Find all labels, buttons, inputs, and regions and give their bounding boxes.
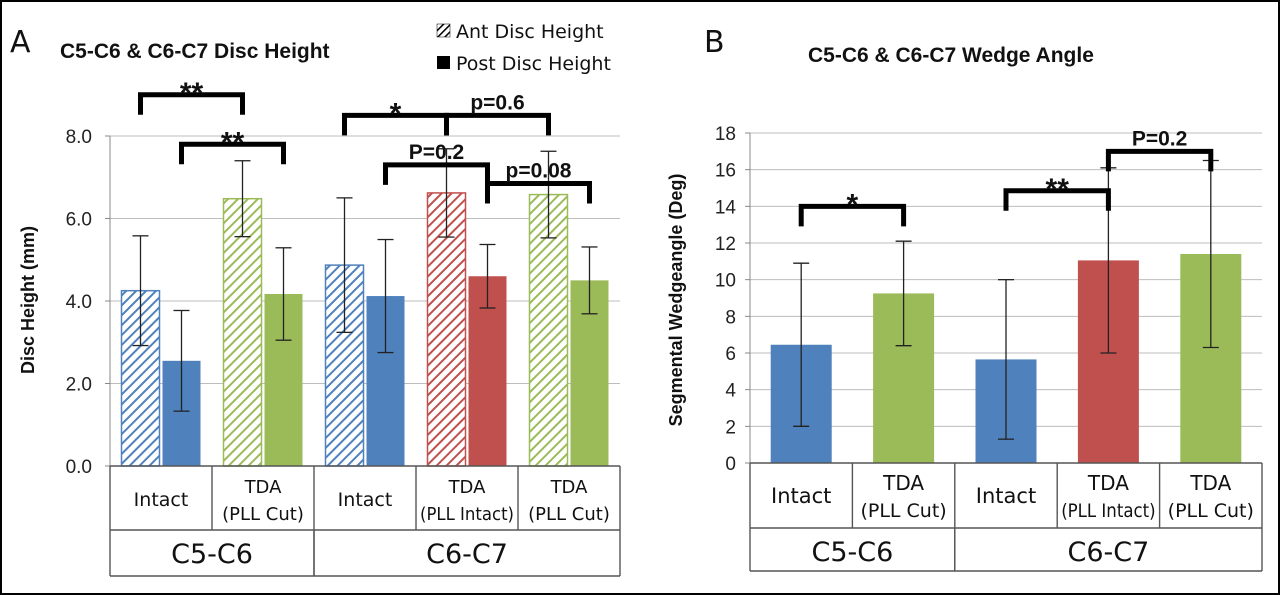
category-sublabel: (PLL Cut) (222, 504, 304, 525)
significance-label: p=0.6 (470, 91, 524, 114)
panel-a-bars (120, 192, 609, 467)
significance-label: ** (221, 126, 245, 159)
bar (426, 192, 467, 467)
significance-bracket (485, 180, 592, 204)
y-tick-label: 2.0 (66, 375, 92, 396)
panel-b-ylabel: Segmental Wedgeangle (Deg) (666, 174, 686, 427)
y-tick-label: 12 (715, 234, 736, 255)
significance-label: P=0.2 (1132, 127, 1187, 150)
panel-a-letter: A (10, 25, 31, 60)
panel-b-category-table: Intact TDA (PLL Cut) Intact TDA (PLL Intact) T… (749, 462, 1263, 572)
panel-b-letter: B (704, 25, 725, 60)
significance-bracket (179, 141, 286, 165)
significance-label: ** (180, 77, 204, 110)
y-tick-label: 18 (715, 124, 736, 145)
panel-a-category-table: Intact TDA (PLL Cut) Intact TDA (PLL Intact) T… (109, 465, 621, 577)
category-label: TDA (244, 477, 283, 498)
panel-b-significance: * **P=0.2 (798, 127, 1214, 227)
group-label: C5-C6 (811, 537, 893, 568)
bar (222, 197, 263, 467)
significance-bracket (444, 112, 551, 136)
legend-post-swatch (437, 56, 450, 69)
category-label: TDA (448, 477, 487, 498)
y-tick-label: 0.0 (66, 457, 92, 478)
category-label: TDA (1087, 471, 1129, 495)
significance-label: P=0.2 (409, 141, 464, 164)
significance-bracket (798, 203, 907, 227)
y-tick-label: 8.0 (66, 127, 92, 148)
category-sublabel: (PLL Intact) (420, 504, 514, 525)
y-tick-label: 14 (715, 197, 737, 218)
legend-post-label: Post Disc Height (456, 53, 611, 75)
panel-a-y-ticks: 0.0 2.0 4.0 6.0 8.0 (66, 127, 92, 478)
panel-a-legend: Ant Disc Height Post Disc Height (436, 21, 611, 75)
category-label: TDA (1189, 471, 1231, 495)
panel-b-error-bars (793, 159, 1219, 440)
significance-label: * (847, 188, 859, 221)
category-label: Intact (134, 489, 189, 511)
significance-label: * (390, 97, 402, 130)
category-label: Intact (338, 489, 393, 511)
group-label: C6-C7 (426, 539, 508, 570)
y-tick-label: 8 (725, 307, 736, 328)
significance-bracket (1105, 148, 1214, 172)
y-tick-label: 4.0 (66, 292, 92, 313)
panel-a-significance: ***** p=0.6P=0.2p=0.08 (138, 77, 592, 204)
category-sublabel: (PLL Cut) (528, 504, 610, 525)
significance-bracket (1003, 188, 1111, 211)
y-tick-label: 2 (725, 417, 736, 438)
category-label: Intact (976, 484, 1036, 508)
y-tick-label: 4 (725, 381, 736, 402)
significance-bracket (138, 92, 245, 115)
legend-ant-swatch (436, 23, 451, 38)
panel-b-y-ticks: 0 2 4 6 8 10 12 14 16 18 (715, 124, 737, 475)
category-sublabel: (PLL Cut) (860, 500, 946, 522)
significance-label: ** (1046, 173, 1070, 206)
category-sublabel: (PLL Intact) (1061, 500, 1155, 522)
y-tick-label: 16 (715, 161, 736, 182)
y-tick-label: 0 (725, 454, 736, 475)
panel-a-ylabel: Disc Height (mm) (18, 226, 38, 374)
y-tick-label: 6 (725, 344, 736, 365)
significance-bracket (383, 162, 490, 185)
panel-b-title: C5-C6 & C6-C7 Wedge Angle (808, 44, 1094, 67)
category-label: TDA (882, 471, 924, 495)
group-label: C5-C6 (171, 539, 253, 570)
category-label: Intact (771, 484, 831, 508)
y-tick-label: 10 (715, 271, 736, 292)
category-sublabel: (PLL Cut) (1168, 500, 1254, 522)
panel-b-bars (770, 254, 1242, 463)
group-label: C6-C7 (1067, 537, 1149, 568)
y-tick-label: 6.0 (66, 210, 92, 231)
panel-b-wedge-angle-chart: B C5-C6 & C6-C7 Wedge Angle Segmental We… (666, 25, 1263, 572)
category-label: TDA (550, 477, 589, 498)
panel-a-disc-height-chart: A C5-C6 & C6-C7 Disc Height Disc Height … (10, 21, 621, 577)
significance-label: p=0.08 (506, 159, 572, 182)
legend-ant-label: Ant Disc Height (456, 21, 604, 43)
panel-a-error-bars (132, 148, 598, 412)
panel-a-title: C5-C6 & C6-C7 Disc Height (60, 40, 330, 63)
bar (528, 193, 569, 467)
